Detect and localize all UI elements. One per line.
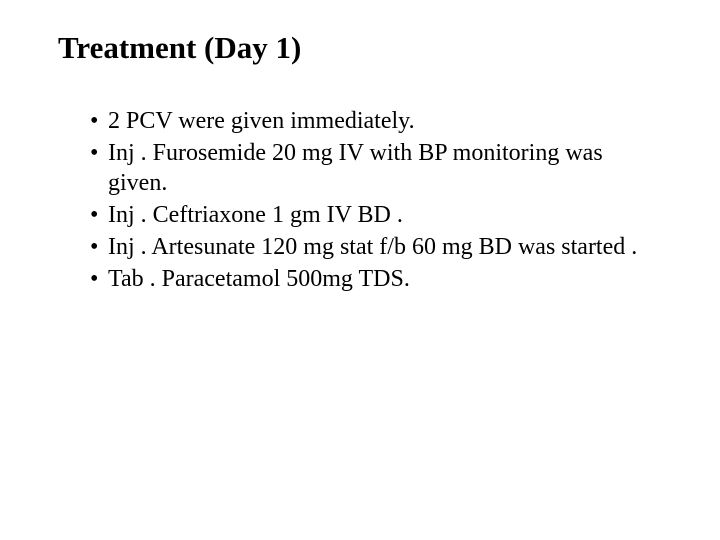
bullet-item: Inj . Ceftriaxone 1 gm IV BD . <box>90 200 660 230</box>
bullet-item: Inj . Furosemide 20 mg IV with BP monito… <box>90 138 660 198</box>
slide: Treatment (Day 1) 2 PCV were given immed… <box>0 0 720 540</box>
bullet-list: 2 PCV were given immediately. Inj . Furo… <box>60 106 660 294</box>
bullet-item: Inj . Artesunate 120 mg stat f/b 60 mg B… <box>90 232 660 262</box>
bullet-item: 2 PCV were given immediately. <box>90 106 660 136</box>
slide-title: Treatment (Day 1) <box>58 30 660 66</box>
bullet-item: Tab . Paracetamol 500mg TDS. <box>90 264 660 294</box>
